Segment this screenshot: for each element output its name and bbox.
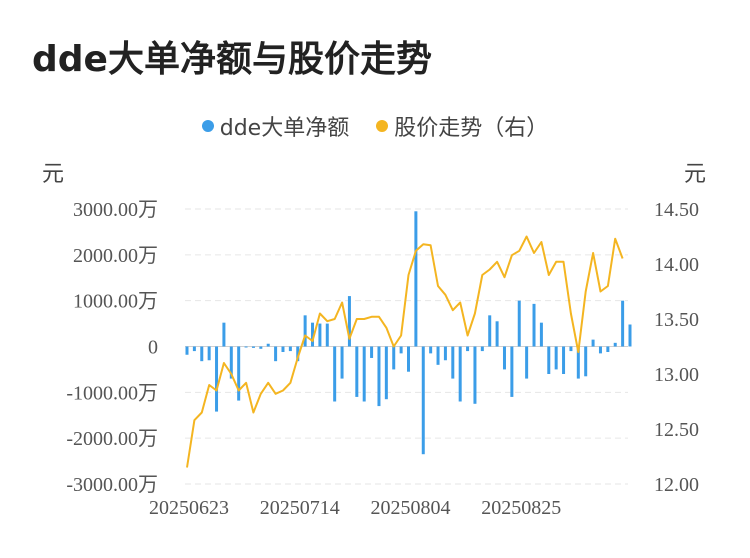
bar [392,346,396,370]
bar [244,346,248,348]
bar [384,346,388,400]
left-tick-label: 3000.00万 [73,199,158,221]
left-tick-label: 0 [148,337,158,359]
bar [222,322,226,347]
bar [502,346,506,370]
bar [532,303,536,347]
bar [288,346,292,352]
right-tick-label: 14.00 [654,254,699,276]
bar [370,346,374,358]
bar [333,346,337,402]
bar [628,324,632,347]
bar [562,346,566,374]
bar [591,339,595,347]
legend-label-price: 股价走势（右） [394,116,549,141]
legend-marker-price [376,120,389,132]
right-tick-label: 14.50 [654,199,699,221]
bar [584,346,588,377]
bar [569,346,573,352]
bar [539,322,543,347]
bar [303,315,307,347]
legend-item-price[interactable]: 股价走势（右） [376,110,548,142]
bar [399,346,403,354]
bar [185,346,189,355]
bar [525,346,529,379]
left-tick-label: 1000.00万 [73,291,158,313]
legend-marker-dde [201,120,214,132]
bar [407,346,410,372]
bar [347,296,351,347]
right-axis-unit: 元 [684,162,707,187]
x-tick-label: 20250825 [481,497,561,519]
bar [237,346,241,401]
bar [229,346,233,379]
bar [510,346,514,397]
bar [281,346,285,352]
bar [458,346,462,402]
bar [362,346,366,402]
bar [443,346,447,361]
bar [429,346,433,354]
x-tick-label: 20250623 [149,497,229,519]
bar [613,342,617,347]
bar [192,346,196,352]
bar [547,346,551,374]
bar [377,346,381,407]
bar [274,346,278,362]
bar [598,346,602,354]
left-tick-label: 2000.00万 [73,245,158,267]
bar [421,346,425,455]
bar [414,211,418,347]
left-tick-label: -1000.00万 [66,382,158,404]
bar [251,346,255,348]
left-tick-label: -2000.00万 [66,428,158,450]
left-tick-label: -3000.00万 [66,474,158,496]
bar [355,346,359,397]
bar [576,346,580,379]
right-tick-label: 12.50 [654,419,699,441]
left-axis-unit: 元 [42,162,65,187]
bar [466,346,470,352]
bar [488,315,492,347]
bar [200,346,204,362]
right-tick-label: 13.50 [654,309,699,331]
bar [340,346,344,379]
bar [325,323,329,347]
bar [266,343,270,347]
legend-label-dde: dde大单净额 [219,116,350,141]
bar [259,346,263,349]
bar [495,321,499,347]
x-tick-label: 20250714 [260,497,340,519]
bar [318,323,322,347]
legend: dde大单净额 股价走势（右） [0,110,750,142]
bar [215,346,219,412]
legend-item-dde[interactable]: dde大单净额 [201,110,350,142]
bar [621,300,625,347]
bar [606,346,610,352]
x-tick-label: 20250804 [371,497,451,519]
right-tick-label: 13.00 [654,364,699,386]
bar [296,346,300,362]
right-tick-label: 12.00 [654,474,699,496]
price-line [186,235,624,468]
bar [451,346,455,379]
bar [480,346,484,352]
bar [207,346,211,361]
bar [436,346,440,365]
bar [517,300,521,347]
bar [311,322,315,347]
bar [554,346,558,370]
bar [473,346,477,404]
chart-title: dde大单净额与股价走势 [32,39,432,80]
